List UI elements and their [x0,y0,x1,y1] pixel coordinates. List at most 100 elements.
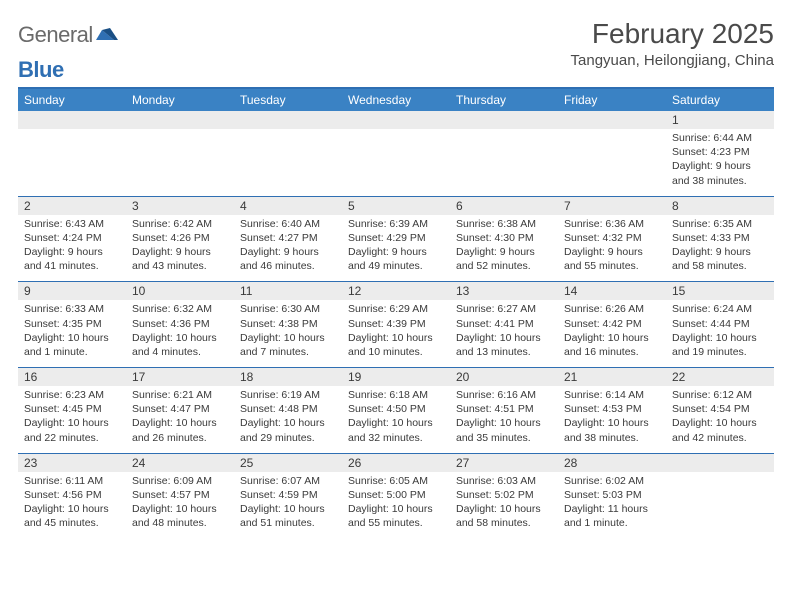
sunrise-line: Sunrise: 6:35 AM [672,217,768,231]
sunrise-line: Sunrise: 6:30 AM [240,302,336,316]
sunset-line: Sunset: 4:53 PM [564,402,660,416]
sunrise-line: Sunrise: 6:02 AM [564,474,660,488]
day-number: 6 [450,197,558,215]
sunset-line: Sunset: 4:39 PM [348,317,444,331]
day-body: Sunrise: 6:24 AMSunset: 4:44 PMDaylight:… [666,300,774,367]
daylight-line: Daylight: 10 hours and 35 minutes. [456,416,552,444]
day-number [126,111,234,129]
weekday-header: Friday [558,89,666,111]
sunset-line: Sunset: 4:51 PM [456,402,552,416]
sunset-line: Sunset: 4:44 PM [672,317,768,331]
sunrise-line: Sunrise: 6:23 AM [24,388,120,402]
day-body: Sunrise: 6:05 AMSunset: 5:00 PMDaylight:… [342,472,450,539]
calendar-table: SundayMondayTuesdayWednesdayThursdayFrid… [18,89,774,538]
sunrise-line: Sunrise: 6:36 AM [564,217,660,231]
calendar-day-cell: 19Sunrise: 6:18 AMSunset: 4:50 PMDayligh… [342,368,450,454]
day-number: 17 [126,368,234,386]
calendar-day-cell: 5Sunrise: 6:39 AMSunset: 4:29 PMDaylight… [342,196,450,282]
calendar-day-cell: 27Sunrise: 6:03 AMSunset: 5:02 PMDayligh… [450,453,558,538]
sunset-line: Sunset: 5:00 PM [348,488,444,502]
sunrise-line: Sunrise: 6:27 AM [456,302,552,316]
sunrise-line: Sunrise: 6:11 AM [24,474,120,488]
day-body: Sunrise: 6:19 AMSunset: 4:48 PMDaylight:… [234,386,342,453]
sunrise-line: Sunrise: 6:18 AM [348,388,444,402]
day-number: 16 [18,368,126,386]
calendar-day-cell: 28Sunrise: 6:02 AMSunset: 5:03 PMDayligh… [558,453,666,538]
daylight-line: Daylight: 10 hours and 29 minutes. [240,416,336,444]
sunrise-line: Sunrise: 6:21 AM [132,388,228,402]
day-body: Sunrise: 6:23 AMSunset: 4:45 PMDaylight:… [18,386,126,453]
sunrise-line: Sunrise: 6:09 AM [132,474,228,488]
daylight-line: Daylight: 10 hours and 22 minutes. [24,416,120,444]
day-body: Sunrise: 6:16 AMSunset: 4:51 PMDaylight:… [450,386,558,453]
daylight-line: Daylight: 9 hours and 46 minutes. [240,245,336,273]
day-number [234,111,342,129]
daylight-line: Daylight: 10 hours and 51 minutes. [240,502,336,530]
calendar-day-cell [558,111,666,196]
sunrise-line: Sunrise: 6:38 AM [456,217,552,231]
month-title: February 2025 [571,18,774,50]
sunset-line: Sunset: 4:38 PM [240,317,336,331]
day-body: Sunrise: 6:33 AMSunset: 4:35 PMDaylight:… [18,300,126,367]
sunrise-line: Sunrise: 6:16 AM [456,388,552,402]
calendar-day-cell [126,111,234,196]
calendar-week-row: 16Sunrise: 6:23 AMSunset: 4:45 PMDayligh… [18,368,774,454]
sunrise-line: Sunrise: 6:39 AM [348,217,444,231]
sunset-line: Sunset: 4:33 PM [672,231,768,245]
day-body: Sunrise: 6:38 AMSunset: 4:30 PMDaylight:… [450,215,558,282]
daylight-line: Daylight: 9 hours and 55 minutes. [564,245,660,273]
calendar-day-cell: 14Sunrise: 6:26 AMSunset: 4:42 PMDayligh… [558,282,666,368]
day-body: Sunrise: 6:18 AMSunset: 4:50 PMDaylight:… [342,386,450,453]
sunrise-line: Sunrise: 6:07 AM [240,474,336,488]
sunset-line: Sunset: 5:02 PM [456,488,552,502]
calendar-day-cell: 17Sunrise: 6:21 AMSunset: 4:47 PMDayligh… [126,368,234,454]
sunset-line: Sunset: 4:30 PM [456,231,552,245]
day-number: 22 [666,368,774,386]
calendar-day-cell [342,111,450,196]
day-number: 18 [234,368,342,386]
calendar-day-cell: 22Sunrise: 6:12 AMSunset: 4:54 PMDayligh… [666,368,774,454]
weekday-header: Saturday [666,89,774,111]
calendar-day-cell [234,111,342,196]
day-body [234,129,342,193]
sunset-line: Sunset: 4:41 PM [456,317,552,331]
weekday-header: Wednesday [342,89,450,111]
calendar-day-cell: 2Sunrise: 6:43 AMSunset: 4:24 PMDaylight… [18,196,126,282]
day-body: Sunrise: 6:26 AMSunset: 4:42 PMDaylight:… [558,300,666,367]
calendar-week-row: 1Sunrise: 6:44 AMSunset: 4:23 PMDaylight… [18,111,774,196]
day-number: 2 [18,197,126,215]
day-number [558,111,666,129]
calendar-week-row: 9Sunrise: 6:33 AMSunset: 4:35 PMDaylight… [18,282,774,368]
daylight-line: Daylight: 10 hours and 55 minutes. [348,502,444,530]
day-body [18,129,126,193]
calendar-day-cell: 8Sunrise: 6:35 AMSunset: 4:33 PMDaylight… [666,196,774,282]
sunset-line: Sunset: 4:47 PM [132,402,228,416]
day-body: Sunrise: 6:44 AMSunset: 4:23 PMDaylight:… [666,129,774,196]
day-body: Sunrise: 6:07 AMSunset: 4:59 PMDaylight:… [234,472,342,539]
day-body [666,472,774,536]
day-body: Sunrise: 6:11 AMSunset: 4:56 PMDaylight:… [18,472,126,539]
sunset-line: Sunset: 4:26 PM [132,231,228,245]
day-number: 10 [126,282,234,300]
day-number [666,454,774,472]
day-body [558,129,666,193]
sunrise-line: Sunrise: 6:44 AM [672,131,768,145]
day-body: Sunrise: 6:27 AMSunset: 4:41 PMDaylight:… [450,300,558,367]
daylight-line: Daylight: 10 hours and 58 minutes. [456,502,552,530]
daylight-line: Daylight: 9 hours and 52 minutes. [456,245,552,273]
sunrise-line: Sunrise: 6:40 AM [240,217,336,231]
day-body: Sunrise: 6:29 AMSunset: 4:39 PMDaylight:… [342,300,450,367]
calendar-day-cell: 13Sunrise: 6:27 AMSunset: 4:41 PMDayligh… [450,282,558,368]
weekday-header: Tuesday [234,89,342,111]
sunrise-line: Sunrise: 6:29 AM [348,302,444,316]
day-number: 26 [342,454,450,472]
brand-logo: General [18,18,120,48]
day-number: 7 [558,197,666,215]
day-number: 28 [558,454,666,472]
daylight-line: Daylight: 10 hours and 10 minutes. [348,331,444,359]
day-number: 5 [342,197,450,215]
calendar-day-cell: 24Sunrise: 6:09 AMSunset: 4:57 PMDayligh… [126,453,234,538]
day-number: 27 [450,454,558,472]
calendar-day-cell: 10Sunrise: 6:32 AMSunset: 4:36 PMDayligh… [126,282,234,368]
day-number: 9 [18,282,126,300]
